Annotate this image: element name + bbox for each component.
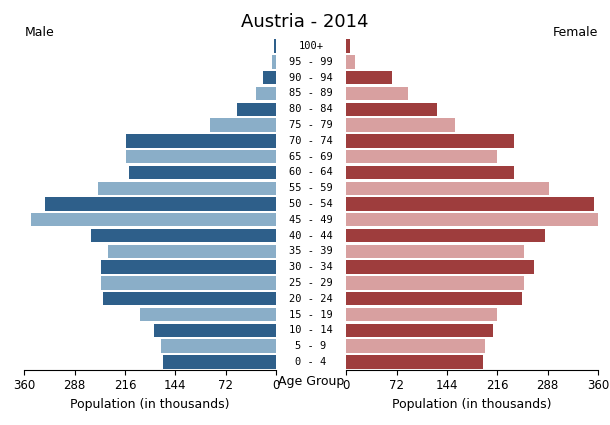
Bar bbox=[346, 55, 354, 69]
Text: 55 - 59: 55 - 59 bbox=[289, 183, 333, 193]
Text: 85 - 89: 85 - 89 bbox=[289, 88, 333, 99]
Bar bbox=[256, 87, 276, 100]
Text: 90 - 94: 90 - 94 bbox=[289, 73, 333, 83]
Bar bbox=[31, 213, 276, 227]
Bar bbox=[264, 71, 276, 85]
X-axis label: Population (in thousands): Population (in thousands) bbox=[70, 398, 230, 411]
Text: 10 - 14: 10 - 14 bbox=[289, 325, 333, 335]
Bar bbox=[346, 166, 514, 179]
Text: 25 - 29: 25 - 29 bbox=[289, 278, 333, 288]
Text: 60 - 64: 60 - 64 bbox=[289, 167, 333, 177]
Bar bbox=[160, 339, 276, 353]
Bar bbox=[126, 150, 276, 163]
Bar bbox=[346, 276, 525, 290]
Bar bbox=[346, 150, 497, 163]
Bar bbox=[102, 292, 276, 306]
Bar bbox=[126, 134, 276, 147]
Bar bbox=[346, 119, 454, 132]
X-axis label: Age Group: Age Group bbox=[278, 375, 344, 388]
Bar bbox=[140, 308, 276, 321]
Text: 80 - 84: 80 - 84 bbox=[289, 104, 333, 114]
Bar bbox=[346, 40, 350, 53]
Text: Austria - 2014: Austria - 2014 bbox=[241, 13, 369, 31]
Text: Female: Female bbox=[553, 26, 598, 39]
Text: 65 - 69: 65 - 69 bbox=[289, 152, 333, 162]
Bar bbox=[101, 276, 276, 290]
Bar bbox=[346, 308, 497, 321]
Bar bbox=[346, 71, 392, 85]
Bar bbox=[346, 229, 545, 242]
Bar bbox=[346, 134, 514, 147]
Bar bbox=[129, 166, 276, 179]
Bar bbox=[346, 102, 437, 116]
Bar bbox=[346, 181, 549, 195]
Bar bbox=[346, 292, 522, 306]
Bar bbox=[237, 102, 276, 116]
Text: 30 - 34: 30 - 34 bbox=[289, 262, 333, 272]
Bar bbox=[346, 245, 525, 258]
Bar bbox=[346, 87, 407, 100]
Text: 70 - 74: 70 - 74 bbox=[289, 136, 333, 146]
Text: 5 - 9: 5 - 9 bbox=[295, 341, 327, 351]
Bar bbox=[209, 119, 276, 132]
Text: 50 - 54: 50 - 54 bbox=[289, 199, 333, 209]
Bar bbox=[273, 55, 276, 69]
Text: 100+: 100+ bbox=[299, 41, 323, 51]
Bar bbox=[108, 245, 276, 258]
Text: 40 - 44: 40 - 44 bbox=[289, 231, 333, 241]
Text: 95 - 99: 95 - 99 bbox=[289, 57, 333, 67]
Bar bbox=[346, 323, 493, 337]
Bar bbox=[346, 339, 484, 353]
Bar bbox=[346, 197, 594, 211]
Bar bbox=[101, 261, 276, 274]
Bar bbox=[98, 181, 276, 195]
Bar bbox=[163, 355, 276, 368]
Bar bbox=[346, 213, 599, 227]
Bar bbox=[346, 261, 534, 274]
Text: 45 - 49: 45 - 49 bbox=[289, 215, 333, 225]
Text: 35 - 39: 35 - 39 bbox=[289, 246, 333, 256]
Text: 20 - 24: 20 - 24 bbox=[289, 294, 333, 304]
Bar bbox=[91, 229, 276, 242]
X-axis label: Population (in thousands): Population (in thousands) bbox=[392, 398, 552, 411]
Bar bbox=[154, 323, 276, 337]
Text: Male: Male bbox=[24, 26, 54, 39]
Text: 75 - 79: 75 - 79 bbox=[289, 120, 333, 130]
Bar bbox=[274, 40, 276, 53]
Bar bbox=[45, 197, 276, 211]
Text: 15 - 19: 15 - 19 bbox=[289, 309, 333, 320]
Text: 0 - 4: 0 - 4 bbox=[295, 357, 327, 367]
Bar bbox=[346, 355, 483, 368]
